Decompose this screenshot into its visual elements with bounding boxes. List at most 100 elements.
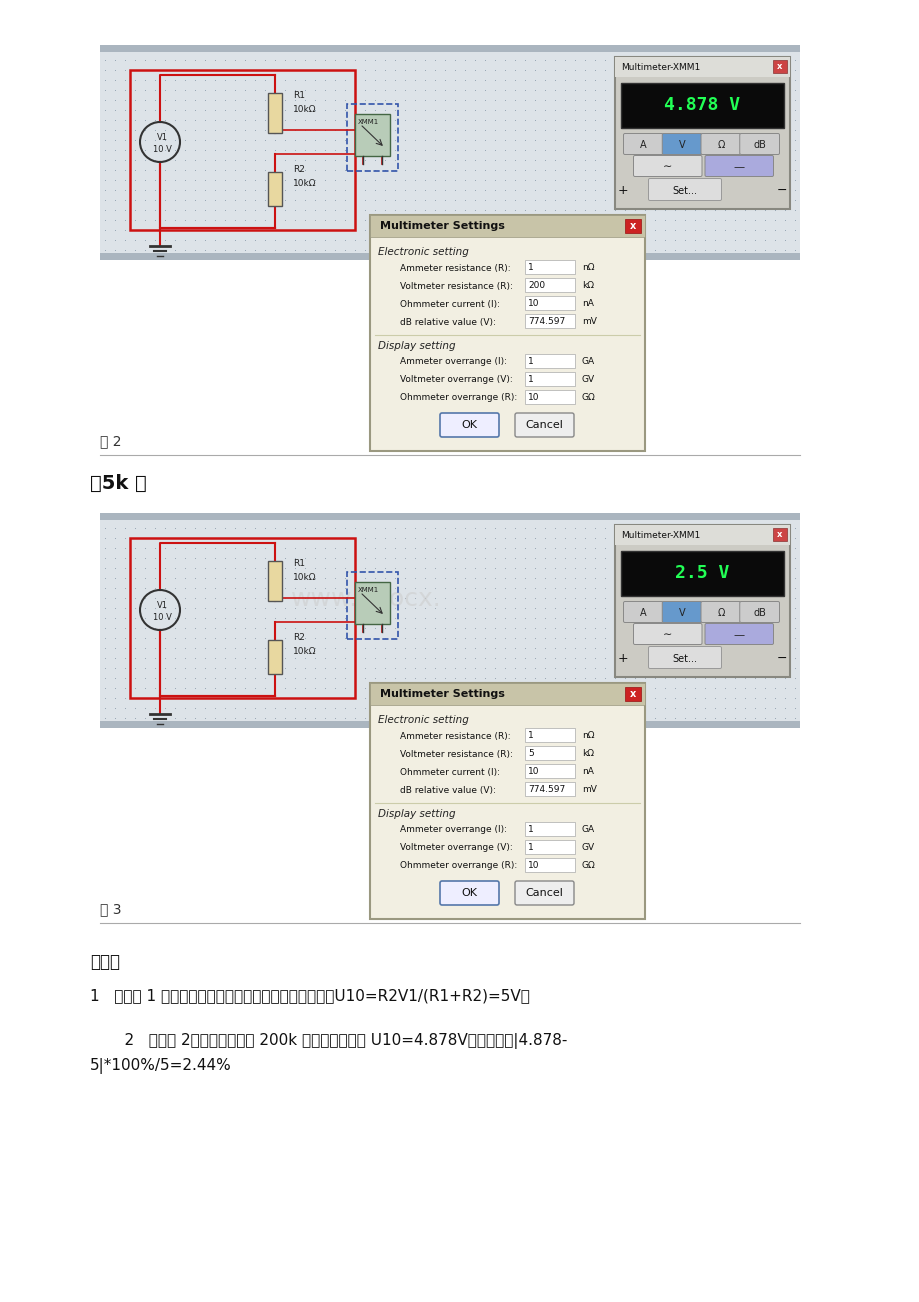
Text: 1: 1 <box>528 844 533 853</box>
Text: V1: V1 <box>156 133 167 142</box>
Text: Voltmeter overrange (V):: Voltmeter overrange (V): <box>400 844 512 853</box>
Text: Ohmmeter current (I):: Ohmmeter current (I): <box>400 299 499 309</box>
Bar <box>525 728 574 742</box>
Text: Ammeter overrange (I):: Ammeter overrange (I): <box>400 825 506 835</box>
Text: 1: 1 <box>528 358 533 366</box>
Bar <box>346 104 398 171</box>
FancyBboxPatch shape <box>704 155 773 177</box>
FancyBboxPatch shape <box>648 178 720 201</box>
Bar <box>267 561 282 602</box>
Text: Set...: Set... <box>672 185 697 195</box>
Text: +: + <box>617 184 628 197</box>
Text: Ohmmeter current (I):: Ohmmeter current (I): <box>400 767 499 776</box>
Bar <box>525 764 574 779</box>
Text: 10kΩ: 10kΩ <box>292 573 316 582</box>
FancyBboxPatch shape <box>439 881 498 905</box>
Text: OK: OK <box>461 421 477 430</box>
Bar <box>624 687 641 700</box>
Bar <box>525 840 574 854</box>
Bar <box>100 46 800 260</box>
Text: 10: 10 <box>528 862 539 871</box>
Bar <box>100 513 800 519</box>
FancyBboxPatch shape <box>633 624 701 644</box>
Text: Ammeter resistance (R):: Ammeter resistance (R): <box>400 732 510 741</box>
Text: R1: R1 <box>292 91 305 99</box>
Text: 774.597: 774.597 <box>528 785 564 794</box>
Text: GA: GA <box>582 825 595 835</box>
Text: OK: OK <box>461 888 477 898</box>
FancyBboxPatch shape <box>700 602 740 622</box>
FancyBboxPatch shape <box>700 134 740 155</box>
FancyBboxPatch shape <box>633 155 701 177</box>
Text: 1: 1 <box>528 732 533 741</box>
Bar <box>130 538 355 698</box>
Bar <box>355 582 390 624</box>
Text: 10kΩ: 10kΩ <box>292 180 316 189</box>
Bar <box>100 46 800 52</box>
Bar <box>355 115 390 156</box>
Text: nΩ: nΩ <box>582 732 594 741</box>
Bar <box>614 525 789 546</box>
Text: 分析：: 分析： <box>90 953 119 971</box>
Bar <box>620 83 783 128</box>
Text: Display setting: Display setting <box>378 809 455 819</box>
Text: GA: GA <box>582 358 595 366</box>
Text: R1: R1 <box>292 559 305 568</box>
Bar <box>267 641 282 674</box>
Text: mV: mV <box>582 318 596 327</box>
FancyBboxPatch shape <box>439 413 498 437</box>
Text: R2: R2 <box>292 633 304 642</box>
Text: 1: 1 <box>528 825 533 835</box>
Bar <box>525 279 574 292</box>
Text: Electronic setting: Electronic setting <box>378 715 469 725</box>
Text: 774.597: 774.597 <box>528 318 564 327</box>
Bar <box>130 70 355 230</box>
Text: Voltmeter resistance (R):: Voltmeter resistance (R): <box>400 281 512 290</box>
Text: A: A <box>640 141 646 150</box>
Text: Display setting: Display setting <box>378 341 455 352</box>
Bar <box>525 391 574 404</box>
Text: 1: 1 <box>528 263 533 272</box>
Text: dB relative value (V):: dB relative value (V): <box>400 318 495 327</box>
Text: x: x <box>777 530 782 539</box>
FancyBboxPatch shape <box>704 624 773 644</box>
Bar <box>624 219 641 233</box>
Text: kΩ: kΩ <box>582 281 594 290</box>
Bar <box>525 296 574 310</box>
Bar <box>346 572 398 639</box>
Text: www.bdocx.: www.bdocx. <box>290 587 441 611</box>
Bar <box>772 60 786 73</box>
Text: 4.878 V: 4.878 V <box>664 96 740 115</box>
FancyBboxPatch shape <box>623 134 663 155</box>
FancyBboxPatch shape <box>515 413 573 437</box>
Text: Ω: Ω <box>717 141 724 150</box>
Text: −: − <box>776 184 787 197</box>
FancyBboxPatch shape <box>739 602 778 622</box>
Text: 10: 10 <box>528 393 539 402</box>
Text: 5|*100%/5=2.44%: 5|*100%/5=2.44% <box>90 1059 232 1074</box>
Bar <box>614 57 789 77</box>
FancyBboxPatch shape <box>662 602 701 622</box>
Text: 10: 10 <box>528 767 539 776</box>
Text: 2   根据图 2，电压表内阵为 200k 时，电压表示数 U10=4.878V，相对误差|4.878-: 2 根据图 2，电压表内阵为 200k 时，电压表示数 U10=4.878V，相… <box>105 1032 567 1049</box>
Text: V: V <box>678 608 685 618</box>
FancyBboxPatch shape <box>739 134 778 155</box>
Bar <box>525 314 574 328</box>
Text: x: x <box>630 689 635 699</box>
Bar <box>100 513 800 728</box>
Bar <box>525 822 574 836</box>
Bar <box>369 684 644 704</box>
Bar <box>369 215 644 237</box>
Text: 200: 200 <box>528 281 545 290</box>
Text: mV: mV <box>582 785 596 794</box>
Text: Voltmeter overrange (V):: Voltmeter overrange (V): <box>400 375 512 384</box>
Text: Multimeter-XMM1: Multimeter-XMM1 <box>620 62 699 72</box>
Text: —: — <box>732 161 744 172</box>
Text: −: − <box>776 652 787 665</box>
Text: XMM1: XMM1 <box>357 587 379 592</box>
Text: Ω: Ω <box>717 608 724 618</box>
FancyBboxPatch shape <box>648 647 720 668</box>
Text: 2.5 V: 2.5 V <box>675 565 729 582</box>
Text: Electronic setting: Electronic setting <box>378 247 469 256</box>
Text: Cancel: Cancel <box>525 421 562 430</box>
